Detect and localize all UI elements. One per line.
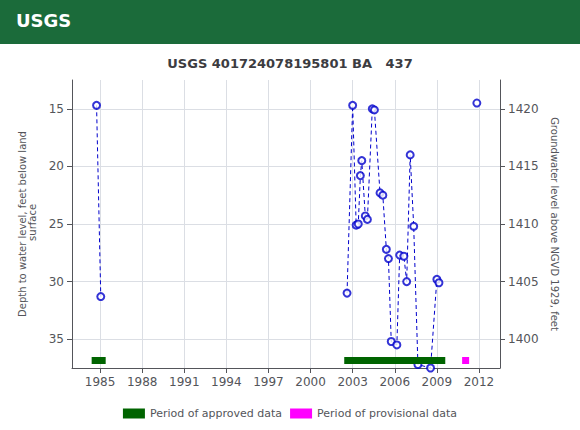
svg-text:15: 15	[49, 102, 64, 116]
svg-text:Depth to water level, feet bel: Depth to water level, feet below land	[17, 131, 29, 317]
svg-text:1994: 1994	[211, 375, 242, 389]
svg-text:20: 20	[49, 159, 64, 173]
svg-text:1415: 1415	[508, 159, 539, 173]
svg-text:30: 30	[49, 275, 64, 289]
svg-text:2003: 2003	[337, 375, 368, 389]
svg-text:1400: 1400	[508, 332, 539, 346]
svg-text:1988: 1988	[127, 375, 158, 389]
svg-text:Groundwater level above NGVD 1: Groundwater level above NGVD 1929, feet	[549, 117, 560, 331]
svg-text:Period of approved data: Period of approved data	[150, 407, 282, 420]
svg-text:1991: 1991	[169, 375, 200, 389]
svg-text:Period of provisional data: Period of provisional data	[317, 407, 457, 420]
svg-text:2000: 2000	[295, 375, 326, 389]
svg-text:1997: 1997	[253, 375, 284, 389]
svg-text:25: 25	[49, 217, 64, 231]
svg-text:surface: surface	[27, 204, 38, 244]
svg-text:1420: 1420	[508, 102, 539, 116]
svg-text:35: 35	[49, 332, 64, 346]
svg-text:2009: 2009	[422, 375, 453, 389]
svg-text:1410: 1410	[508, 217, 539, 231]
svg-text:USGS: USGS	[16, 10, 71, 31]
svg-text:USGS 401724078195801 BA 437: USGS 401724078195801 BA 437	[167, 56, 412, 71]
svg-text:1405: 1405	[508, 275, 539, 289]
svg-text:2012: 2012	[464, 375, 495, 389]
svg-text:1985: 1985	[85, 375, 116, 389]
svg-text:2006: 2006	[379, 375, 410, 389]
